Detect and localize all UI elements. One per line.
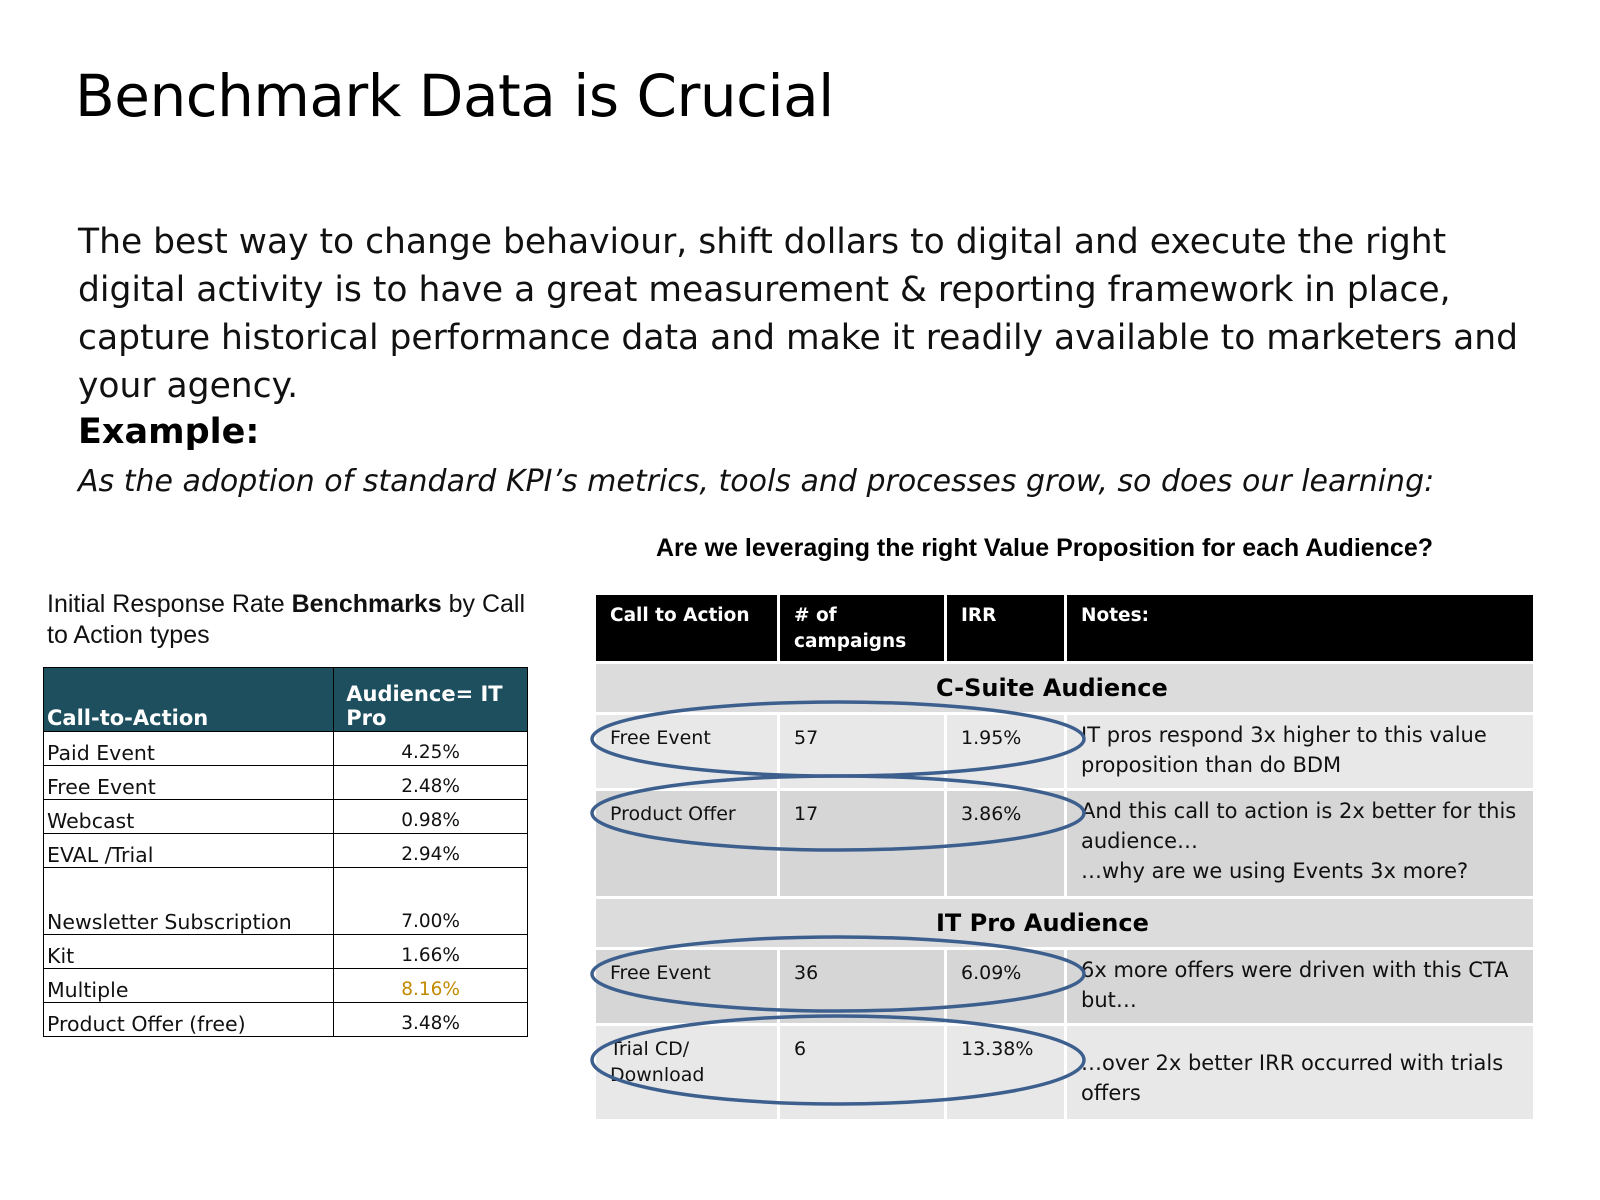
comparison-title: Are we leveraging the right Value Propos… xyxy=(656,534,1434,562)
benchmark-table: Call-to-Action Audience= IT Pro Paid Eve… xyxy=(42,667,528,1037)
comparison-cta-cell: Product Offer xyxy=(596,791,780,896)
table-row: Webcast 0.98% xyxy=(42,799,528,834)
benchmark-cta-cell: Paid Event xyxy=(42,731,335,766)
comparison-irr-cell: 6.09% xyxy=(947,950,1067,1023)
comparison-campaigns-cell: 17 xyxy=(780,791,947,896)
table-row: Product Offer (free) 3.48% xyxy=(42,1002,528,1037)
comparison-irr-cell: 13.38% xyxy=(947,1026,1067,1119)
comparison-header-row: Call to Action # of campaigns IRR Notes: xyxy=(596,595,1533,664)
comparison-notes-cell: IT pros respond 3x higher to this value … xyxy=(1081,723,1487,777)
benchmark-value-cell: 4.25% xyxy=(333,731,528,766)
comparison-campaigns-cell: 57 xyxy=(780,715,947,788)
benchmark-value-cell: 1.66% xyxy=(333,934,528,969)
table-row: Trial CD/ Download 6 13.38% …over 2x bet… xyxy=(596,1026,1533,1122)
comparison-notes-cell: …over 2x better IRR occurred with trials… xyxy=(1081,1051,1504,1105)
benchmark-cta-cell: EVAL /Trial xyxy=(42,833,335,868)
intro-paragraph: The best way to change behaviour, shift … xyxy=(78,222,1518,406)
table-row: Free Event 36 6.09% 6x more offers were … xyxy=(596,950,1533,1026)
benchmark-header-cta: Call-to-Action xyxy=(42,667,335,732)
table-row: Newsletter Subscription 7.00% xyxy=(42,867,528,935)
table-row: Multiple 8.16% xyxy=(42,968,528,1003)
benchmark-caption-end: by Call to Action types xyxy=(47,590,526,649)
slide-title: Benchmark Data is Crucial xyxy=(75,62,834,130)
table-row: Product Offer 17 3.86% And this call to … xyxy=(596,791,1533,899)
benchmark-cta-cell: Multiple xyxy=(42,968,335,1003)
benchmark-cta-cell: Newsletter Subscription xyxy=(42,867,335,935)
benchmark-cta-cell: Webcast xyxy=(42,799,335,834)
comparison-notes-line: …why are we using Events 3x more? xyxy=(1081,859,1469,883)
benchmark-header-audience: Audience= IT Pro xyxy=(333,667,528,732)
comparison-irr-cell: 1.95% xyxy=(947,715,1067,788)
benchmark-header-row: Call-to-Action Audience= IT Pro xyxy=(42,667,528,732)
comparison-header-cta: Call to Action xyxy=(596,595,780,661)
comparison-cta-cell: Free Event xyxy=(596,950,780,1023)
table-row: Paid Event 4.25% xyxy=(42,731,528,766)
comparison-cta-cell: Free Event xyxy=(596,715,780,788)
table-row: Free Event 2.48% xyxy=(42,765,528,800)
benchmark-cta-cell: Free Event xyxy=(42,765,335,800)
benchmark-caption-start: Initial Response Rate xyxy=(47,590,292,618)
comparison-header-notes: Notes: xyxy=(1081,605,1149,626)
benchmark-value-cell-highlight: 8.16% xyxy=(333,968,528,1003)
comparison-campaigns-cell: 36 xyxy=(780,950,947,1023)
comparison-cta-cell: Trial CD/ Download xyxy=(596,1026,780,1119)
comparison-notes-cell: 6x more offers were driven with this CTA… xyxy=(1081,958,1509,1012)
example-subtitle: As the adoption of standard KPI’s metric… xyxy=(78,464,1435,499)
comparison-notes-cell: And this call to action is 2x better for… xyxy=(1067,791,1533,896)
section-header-csuite: C-Suite Audience xyxy=(596,664,1533,715)
section-header-itpro: IT Pro Audience xyxy=(596,899,1533,950)
comparison-notes-line: And this call to action is 2x better for… xyxy=(1081,799,1517,853)
table-row: Kit 1.66% xyxy=(42,934,528,969)
table-row: Free Event 57 1.95% IT pros respond 3x h… xyxy=(596,715,1533,791)
benchmark-caption-bold: Benchmarks xyxy=(291,590,442,618)
benchmark-cta-cell: Kit xyxy=(42,934,335,969)
benchmark-value-cell: 2.48% xyxy=(333,765,528,800)
comparison-table: Call to Action # of campaigns IRR Notes:… xyxy=(596,595,1533,1122)
comparison-irr-cell: 3.86% xyxy=(947,791,1067,896)
comparison-header-irr: IRR xyxy=(947,595,1067,661)
benchmark-value-cell: 7.00% xyxy=(333,867,528,935)
intro-text: The best way to change behaviour, shift … xyxy=(78,218,1558,410)
benchmark-value-cell: 2.94% xyxy=(333,833,528,868)
table-row: EVAL /Trial 2.94% xyxy=(42,833,528,868)
benchmark-caption: Initial Response Rate Benchmarks by Call… xyxy=(47,589,527,651)
comparison-header-campaigns: # of campaigns xyxy=(780,595,947,661)
example-label: Example: xyxy=(78,412,260,452)
benchmark-value-cell: 0.98% xyxy=(333,799,528,834)
benchmark-value-cell: 3.48% xyxy=(333,1002,528,1037)
benchmark-cta-cell: Product Offer (free) xyxy=(42,1002,335,1037)
comparison-campaigns-cell: 6 xyxy=(780,1026,947,1119)
